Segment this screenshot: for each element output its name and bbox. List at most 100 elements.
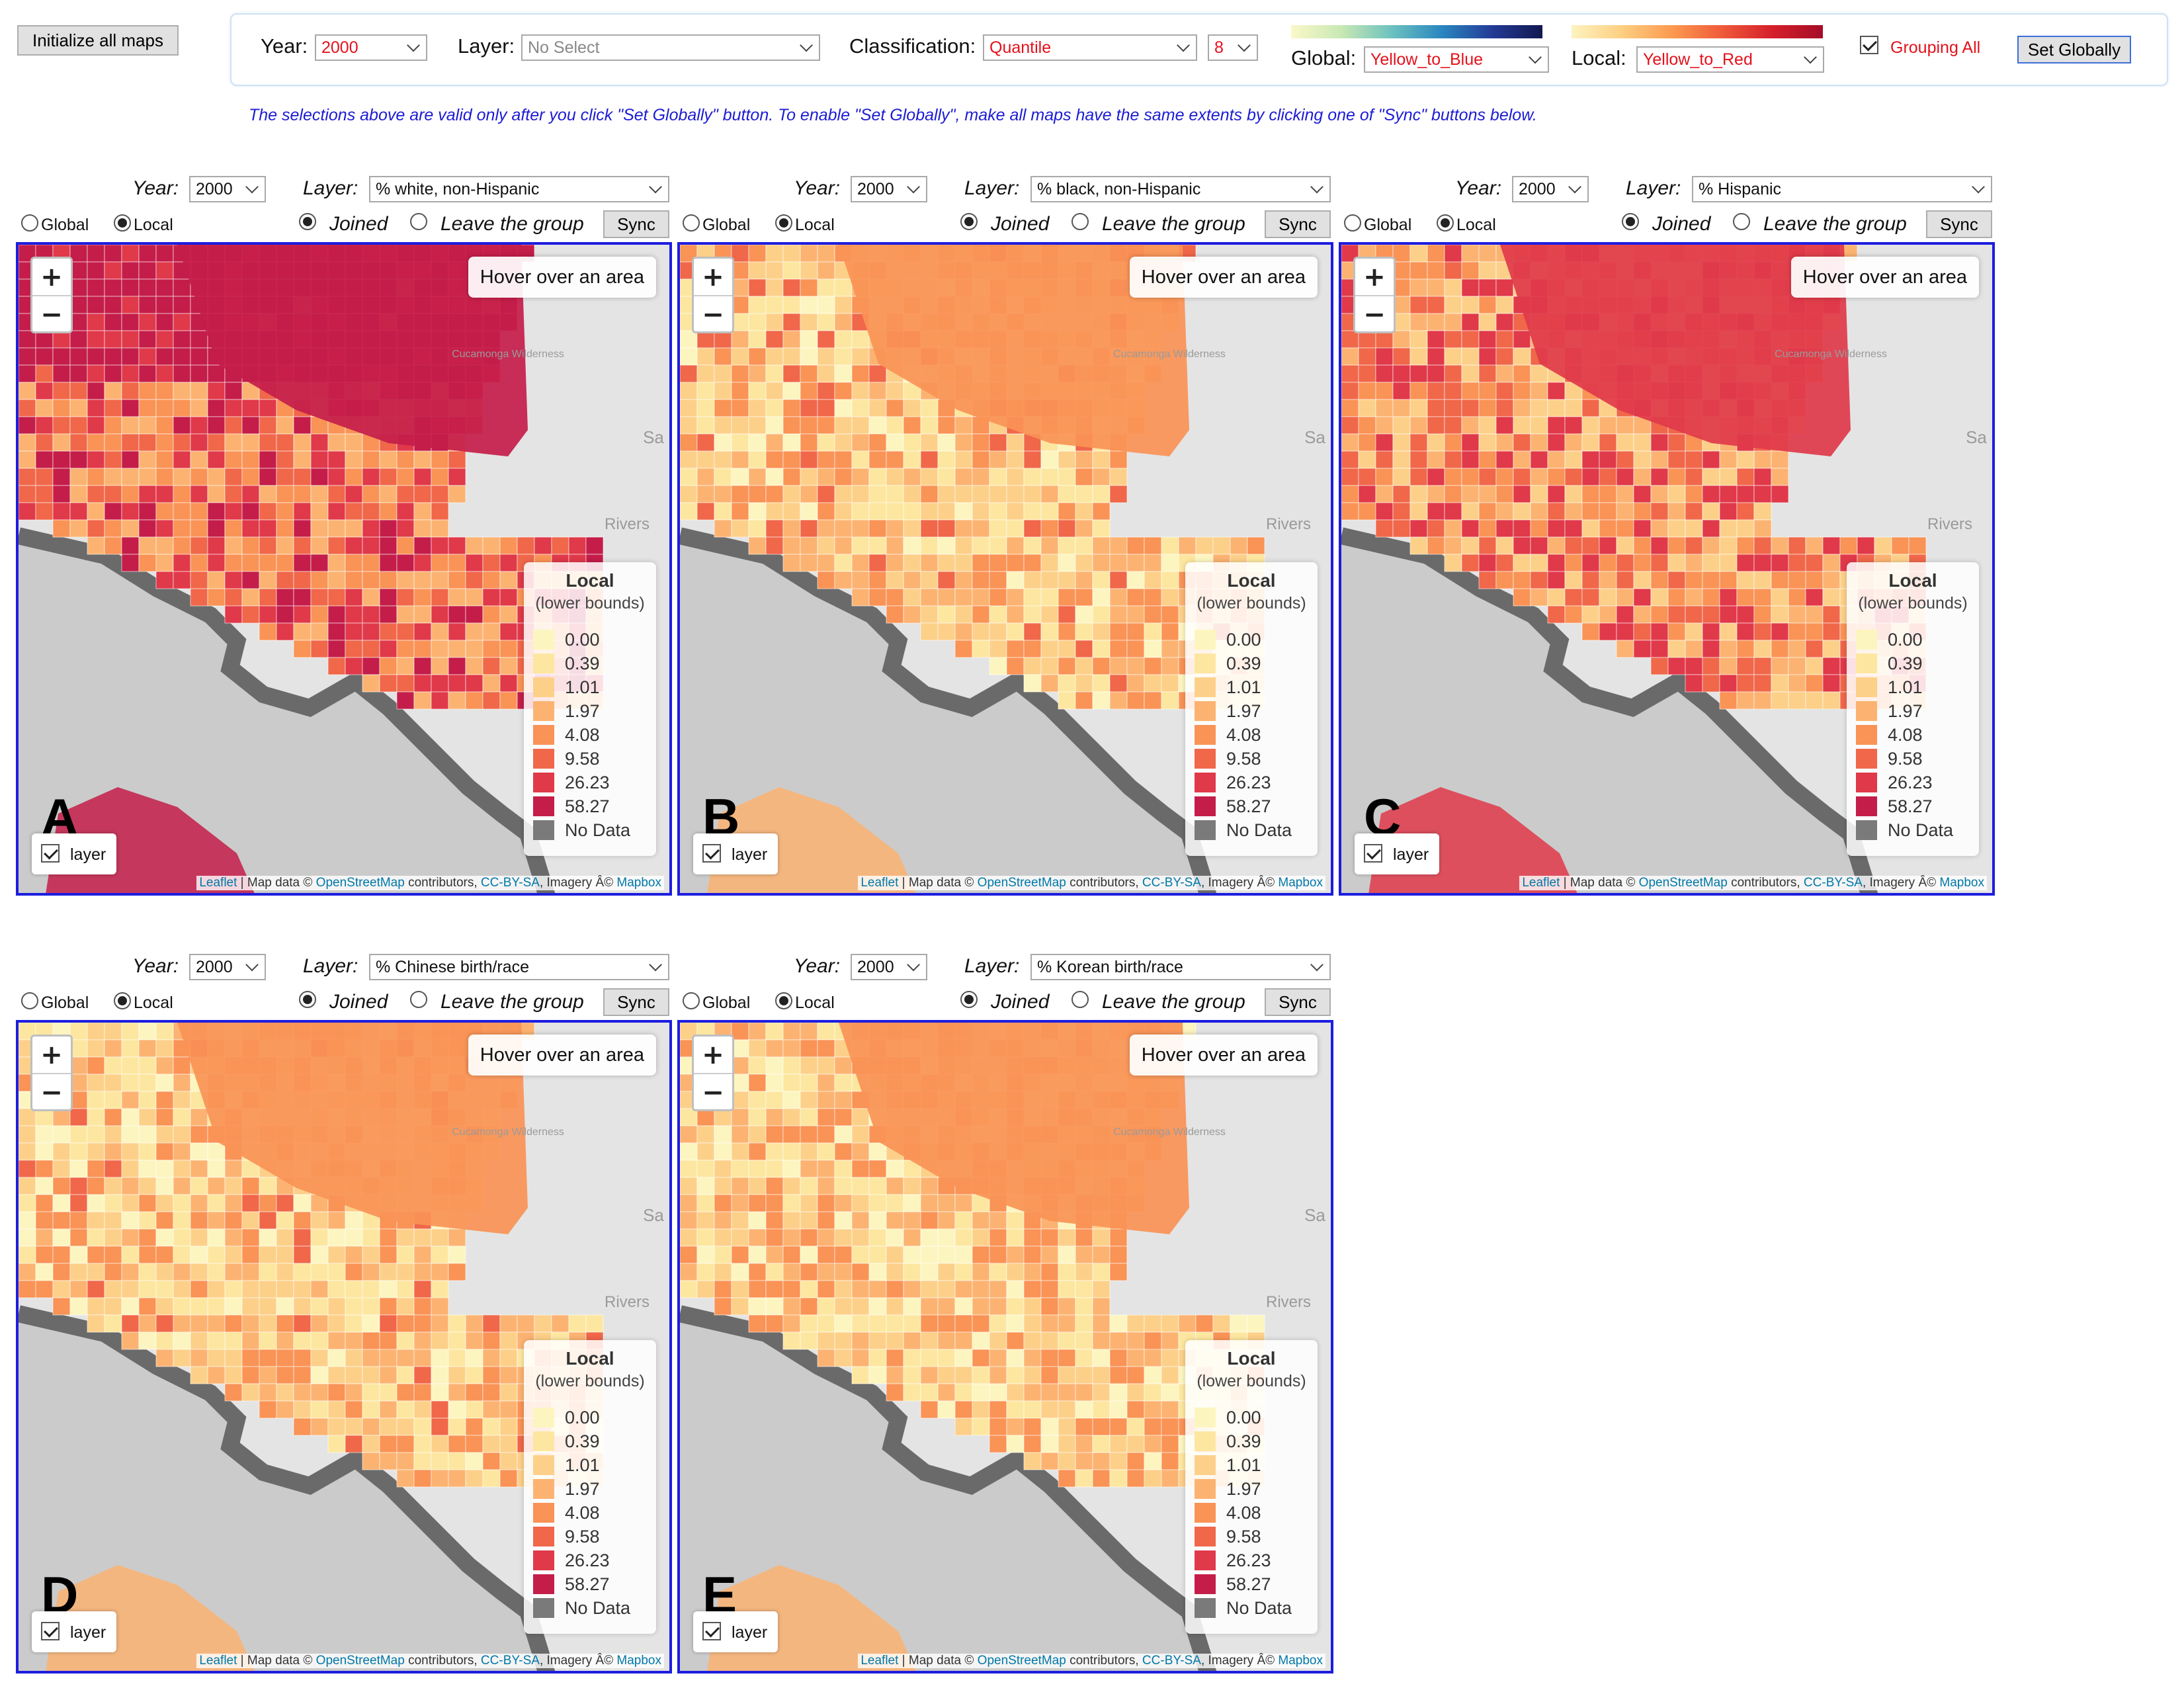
legend-item: 9.58 — [1195, 747, 1261, 770]
mapbox-link[interactable]: Mapbox — [616, 876, 661, 890]
radio-global[interactable] — [21, 992, 38, 1009]
map-layer-value: % Korean birth/race — [1037, 957, 1183, 976]
classes-count-select[interactable]: 8 — [1208, 34, 1258, 61]
mapbox-link[interactable]: Mapbox — [616, 1654, 661, 1668]
map-view[interactable]: Cucamonga Wilderness Sa Rivers + − Hover over… — [1339, 242, 1995, 896]
zoom-in-button[interactable]: + — [40, 1039, 63, 1070]
sync-button[interactable]: Sync — [1926, 210, 1992, 238]
zoom-out-button[interactable]: − — [32, 295, 71, 333]
zoom-in-button[interactable]: + — [702, 261, 724, 292]
osm-link[interactable]: OpenStreetMap — [1638, 876, 1728, 890]
radio-global[interactable] — [683, 214, 700, 232]
map-layer-select[interactable]: % Hispanic — [1692, 176, 1992, 202]
radio-local[interactable] — [1437, 214, 1454, 232]
map-layer-select[interactable]: % white, non-Hispanic — [369, 176, 669, 202]
osm-link[interactable]: OpenStreetMap — [977, 1654, 1066, 1668]
global-year-select[interactable]: 2000 — [315, 34, 427, 61]
legend-item: 1.01 — [1195, 676, 1261, 699]
radio-local[interactable] — [114, 992, 131, 1009]
map-year-select[interactable]: 2000 — [1512, 176, 1589, 202]
global-layer-select[interactable]: No Select — [521, 34, 820, 61]
map-year-label: Year: — [132, 177, 179, 199]
map-view[interactable]: Cucamonga Wilderness Sa Rivers + − Hover over… — [677, 242, 1333, 896]
license-link[interactable]: CC-BY-SA — [1142, 876, 1201, 890]
radio-leave-group[interactable] — [1733, 213, 1750, 230]
sync-button[interactable]: Sync — [1265, 988, 1331, 1016]
sync-button[interactable]: Sync — [603, 210, 669, 238]
zoom-out-button[interactable]: − — [694, 1073, 732, 1111]
osm-link[interactable]: OpenStreetMap — [977, 876, 1066, 890]
sync-button[interactable]: Sync — [603, 988, 669, 1016]
osm-link[interactable]: OpenStreetMap — [315, 876, 405, 890]
radio-joined[interactable] — [299, 991, 316, 1008]
radio-leave-group[interactable] — [1071, 991, 1089, 1008]
sync-button[interactable]: Sync — [1265, 210, 1331, 238]
legend-swatch — [533, 773, 554, 792]
layer-checkbox[interactable] — [1364, 844, 1382, 863]
classification-select[interactable]: Quantile — [983, 34, 1197, 61]
radio-leave-group[interactable] — [1071, 213, 1089, 230]
leaflet-link[interactable]: Leaflet — [861, 1654, 899, 1668]
zoom-out-button[interactable]: − — [32, 1073, 71, 1111]
map-year-select[interactable]: 2000 — [189, 954, 266, 980]
mapbox-link[interactable]: Mapbox — [1278, 876, 1323, 890]
map-year-label: Year: — [794, 177, 841, 199]
legend-item: No Data — [1195, 1597, 1292, 1619]
zoom-in-button[interactable]: + — [1363, 261, 1386, 292]
mapbox-link[interactable]: Mapbox — [1939, 876, 1984, 890]
initialize-all-maps-button[interactable]: Initialize all maps — [17, 25, 179, 56]
map-year-select[interactable]: 2000 — [189, 176, 266, 202]
map-view[interactable]: Cucamonga Wilderness Sa Rivers + − Hover over… — [16, 242, 672, 896]
hover-info-box: Hover over an area — [1129, 257, 1318, 298]
mapbox-link[interactable]: Mapbox — [1278, 1654, 1323, 1668]
legend-title: Local — [1227, 1348, 1276, 1369]
radio-local[interactable] — [114, 214, 131, 232]
zoom-out-button[interactable]: − — [694, 295, 732, 333]
license-link[interactable]: CC-BY-SA — [1803, 876, 1863, 890]
radio-global[interactable] — [683, 992, 700, 1009]
license-link[interactable]: CC-BY-SA — [480, 1654, 540, 1668]
radio-global[interactable] — [21, 214, 38, 232]
map-layer-select[interactable]: % Chinese birth/race — [369, 954, 669, 980]
layer-checkbox[interactable] — [41, 1622, 60, 1640]
legend-swatch — [533, 725, 554, 745]
radio-local[interactable] — [775, 992, 792, 1009]
map-year-select[interactable]: 2000 — [851, 176, 927, 202]
license-link[interactable]: CC-BY-SA — [480, 876, 540, 890]
radio-leave-group[interactable] — [410, 213, 427, 230]
leaflet-link[interactable]: Leaflet — [861, 876, 899, 890]
radio-joined[interactable] — [1622, 213, 1639, 230]
map-layer-select[interactable]: % black, non-Hispanic — [1030, 176, 1331, 202]
leaflet-link[interactable]: Leaflet — [199, 876, 237, 890]
map-view[interactable]: Cucamonga Wilderness Sa Rivers + − Hover over… — [677, 1020, 1333, 1673]
zoom-out-button[interactable]: − — [1355, 295, 1394, 333]
leaflet-link[interactable]: Leaflet — [199, 1654, 237, 1668]
radio-global[interactable] — [1344, 214, 1361, 232]
grouping-all-checkbox[interactable] — [1860, 36, 1878, 54]
osm-link[interactable]: OpenStreetMap — [315, 1654, 405, 1668]
radio-joined[interactable] — [299, 213, 316, 230]
attribution-text: , Imagery Â© — [539, 1654, 617, 1668]
leaflet-link[interactable]: Leaflet — [1522, 876, 1560, 890]
legend-label: No Data — [1888, 820, 1954, 840]
layer-checkbox[interactable] — [702, 1622, 721, 1640]
map-year-select[interactable]: 2000 — [851, 954, 927, 980]
zoom-in-button[interactable]: + — [702, 1039, 724, 1070]
radio-joined[interactable] — [960, 991, 978, 1008]
local-ramp-select[interactable]: Yellow_to_Red — [1636, 46, 1824, 73]
legend-swatch — [533, 1527, 554, 1546]
radio-local[interactable] — [775, 214, 792, 232]
set-globally-button[interactable]: Set Globally — [2017, 36, 2131, 64]
radio-leave-group[interactable] — [410, 991, 427, 1008]
layer-checkbox[interactable] — [702, 844, 721, 863]
legend-item: 1.97 — [533, 700, 600, 722]
map-view[interactable]: Cucamonga Wilderness Sa Rivers + − Hover over… — [16, 1020, 672, 1673]
map-year-value: 2000 — [196, 957, 233, 976]
license-link[interactable]: CC-BY-SA — [1142, 1654, 1201, 1668]
radio-joined[interactable] — [960, 213, 978, 230]
map-layer-select[interactable]: % Korean birth/race — [1030, 954, 1331, 980]
zoom-in-button[interactable]: + — [40, 261, 63, 292]
legend-swatch — [533, 1598, 554, 1618]
global-ramp-select[interactable]: Yellow_to_Blue — [1364, 46, 1549, 73]
layer-checkbox[interactable] — [41, 844, 60, 863]
